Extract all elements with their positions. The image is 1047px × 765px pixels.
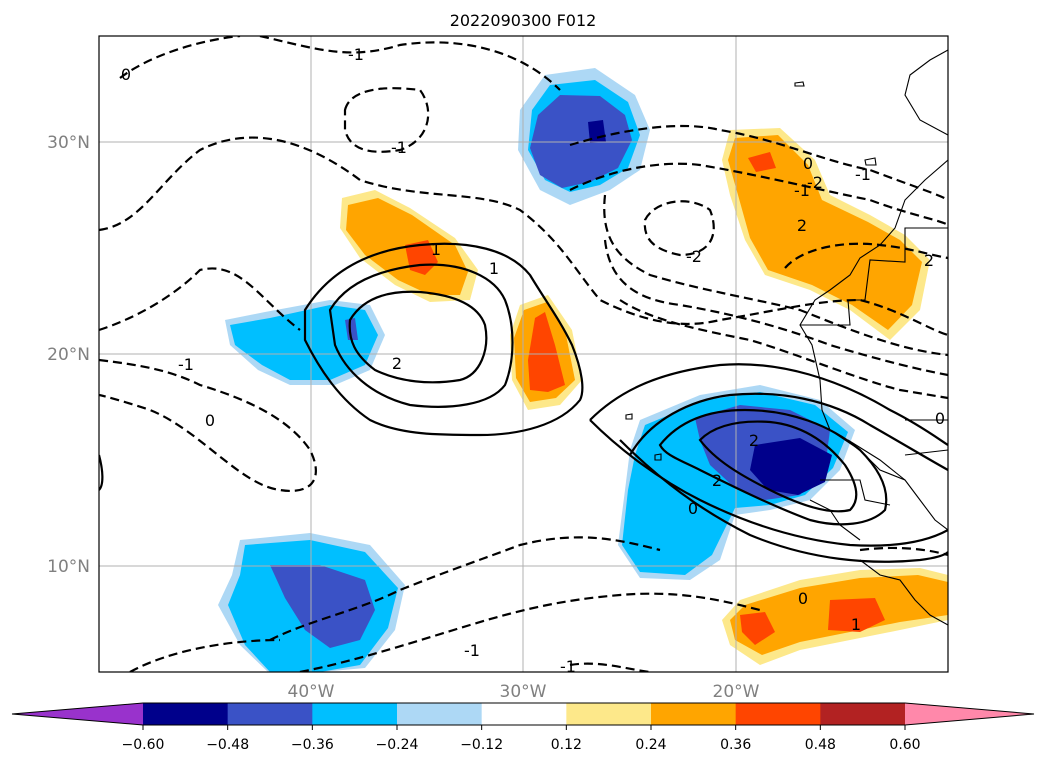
lat-label: 30°N bbox=[47, 133, 90, 153]
positive-anomaly-mid bbox=[728, 135, 922, 330]
colorbar: −0.60 −0.48 −0.36 −0.24 −0.12 0.12 0.24 0.36 0.4… bbox=[11, 702, 1035, 753]
colorbar-tick-label: −0.24 bbox=[376, 737, 419, 753]
coastlines bbox=[625, 49, 948, 626]
contour-label: 2 bbox=[712, 471, 722, 490]
contour-label: 2 bbox=[797, 216, 807, 235]
contour-label: 1 bbox=[851, 615, 861, 634]
negative-anomaly-strong bbox=[345, 318, 358, 340]
contour-label: 0 bbox=[121, 65, 131, 84]
contour-label: 2 bbox=[749, 431, 759, 450]
contour-label: 0 bbox=[688, 499, 698, 518]
lon-label: 40°W bbox=[288, 682, 335, 702]
contour-label: -1 bbox=[560, 657, 576, 676]
colorbar-outline bbox=[11, 702, 1035, 726]
colorbar-cell bbox=[397, 703, 483, 725]
contours bbox=[99, 36, 948, 672]
colorbar-cell bbox=[651, 703, 737, 725]
contour-label: -1 bbox=[348, 45, 364, 64]
colorbar-cell bbox=[143, 703, 229, 725]
lat-label: 20°N bbox=[47, 345, 90, 365]
map-title: 2022090300 F012 bbox=[450, 11, 597, 30]
positive-anomaly-strong bbox=[828, 598, 885, 632]
colorbar-tick-label: −0.36 bbox=[291, 737, 334, 753]
negative-anomaly-strong bbox=[270, 565, 375, 648]
colorbar-cells bbox=[12, 703, 1034, 725]
contour-label: 1 bbox=[431, 240, 441, 259]
contour-label: 0 bbox=[205, 411, 215, 430]
colorbar-tick-label: 0.24 bbox=[635, 737, 666, 753]
contour-label: 1 bbox=[489, 259, 499, 278]
contour-label: 0 bbox=[935, 409, 945, 428]
colorbar-cell bbox=[566, 703, 652, 725]
colorbar-cell bbox=[820, 703, 906, 725]
colorbar-cell bbox=[227, 703, 313, 725]
positive-anomaly-strong bbox=[740, 612, 775, 645]
contour-label: -1 bbox=[794, 181, 810, 200]
colorbar-tick-label: −0.12 bbox=[460, 737, 503, 753]
colorbar-cell bbox=[481, 703, 567, 725]
colorbar-tick-label: 0.48 bbox=[805, 737, 836, 753]
contour-label: -1 bbox=[855, 165, 871, 184]
contour-label: 0 bbox=[803, 154, 813, 173]
lon-label: 20°W bbox=[713, 682, 760, 702]
longitude-labels: 40°W 30°W 20°W bbox=[288, 682, 760, 702]
contour-label: 2 bbox=[392, 354, 402, 373]
latitude-labels: 30°N 20°N 10°N bbox=[47, 133, 90, 577]
negative-anomaly-mid bbox=[230, 305, 378, 380]
colorbar-ticks: −0.60 −0.48 −0.36 −0.24 −0.12 0.12 0.24 0.36 0.4… bbox=[122, 725, 921, 753]
colorbar-tick-label: −0.60 bbox=[122, 737, 165, 753]
contour-label: -2 bbox=[807, 173, 823, 192]
contour-label: -1 bbox=[178, 355, 194, 374]
contour-label: -1 bbox=[464, 641, 480, 660]
contour-label: 0 bbox=[798, 589, 808, 608]
contour-label: 2 bbox=[924, 251, 934, 270]
colorbar-tick-label: 0.12 bbox=[551, 737, 582, 753]
contour-label: -1 bbox=[391, 138, 407, 157]
colorbar-extend-high bbox=[905, 703, 1034, 725]
positive-anomaly-strong bbox=[748, 152, 776, 172]
colorbar-cell bbox=[735, 703, 821, 725]
colorbar-tick-label: 0.60 bbox=[889, 737, 920, 753]
gridlines bbox=[99, 36, 948, 672]
lat-label: 10°N bbox=[47, 557, 90, 577]
map-frame bbox=[98, 35, 949, 673]
positive-anomaly-strong bbox=[528, 312, 565, 392]
contour-label: -2 bbox=[686, 247, 702, 266]
colorbar-tick-label: −0.48 bbox=[206, 737, 249, 753]
colorbar-cell bbox=[312, 703, 398, 725]
lon-label: 30°W bbox=[500, 682, 547, 702]
negative-anomaly-core bbox=[750, 438, 832, 495]
colorbar-tick-label: 0.36 bbox=[720, 737, 751, 753]
colorbar-extend-low bbox=[12, 703, 143, 725]
contour-labels: -1 0 -1 -1 0 1 2 1 -2 -1 0 -1 -1 -1 2 2 … bbox=[121, 45, 945, 676]
map-panel: -1 0 -1 -1 0 1 2 1 -2 -1 0 -1 -1 -1 2 2 … bbox=[98, 35, 949, 676]
